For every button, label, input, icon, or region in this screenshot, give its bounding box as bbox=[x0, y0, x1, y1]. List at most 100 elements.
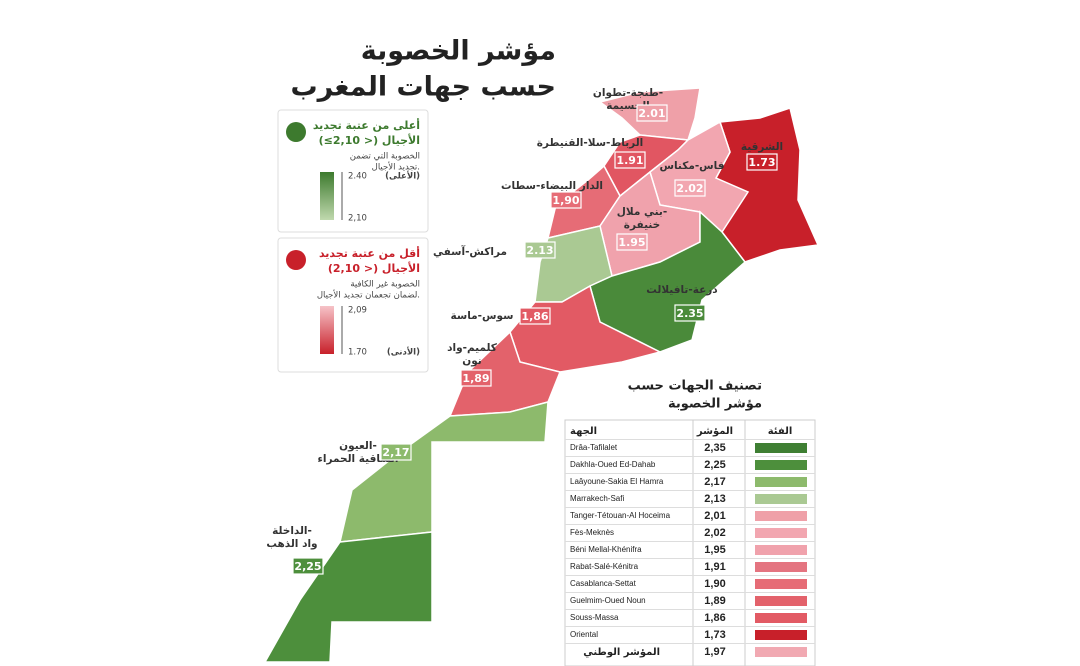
value-box bbox=[519, 307, 551, 325]
region-name: درعة-تافيلالت bbox=[646, 284, 718, 296]
value-box bbox=[524, 241, 556, 259]
row-region: Laâyoune-Sakia El Hamra bbox=[570, 477, 664, 486]
legend-extreme: (الأدنى) bbox=[387, 347, 420, 358]
row-swatch bbox=[755, 630, 807, 640]
legend-box bbox=[277, 109, 429, 233]
value-box bbox=[292, 557, 324, 575]
legend-icon bbox=[286, 122, 306, 142]
row-swatch bbox=[755, 511, 807, 521]
value-box bbox=[674, 304, 706, 322]
row-value: 2,35 bbox=[704, 442, 725, 454]
legend-title: الأجيال (< 2,10) bbox=[328, 261, 420, 275]
row-region: المؤشر الوطني bbox=[583, 647, 660, 658]
region-value: 1.91 bbox=[616, 154, 643, 167]
row-swatch bbox=[755, 562, 807, 572]
row-value: 2,01 bbox=[704, 510, 725, 522]
row-region: Tanger-Tétouan-Al Hoceima bbox=[570, 511, 671, 520]
row-value: 2,17 bbox=[704, 476, 725, 488]
row-swatch bbox=[755, 596, 807, 606]
region-shape bbox=[263, 531, 433, 663]
legend-title: أعلى من عتبة تجديد bbox=[313, 118, 420, 132]
row-value: 2,13 bbox=[704, 493, 725, 505]
legend-gradient bbox=[320, 172, 334, 220]
row-value: 1,89 bbox=[704, 595, 725, 607]
legend-note: الخصوبة التي تضمن bbox=[350, 152, 420, 162]
table-header: الفئة bbox=[768, 426, 793, 437]
row-region: Casablanca-Settat bbox=[570, 579, 637, 588]
legend-note: لضمان تجعمان تجديد الأجيال. bbox=[317, 290, 420, 301]
region-value: 2.01 bbox=[638, 107, 665, 120]
row-region: Souss-Massa bbox=[570, 613, 619, 622]
row-value: 2,25 bbox=[704, 459, 725, 471]
row-region: Dakhla-Oued Ed-Dahab bbox=[570, 460, 656, 469]
region-name: طنجة-تطوان- bbox=[593, 87, 663, 99]
legend-gradient bbox=[320, 306, 334, 354]
value-box bbox=[616, 233, 648, 251]
map-labels: طنجة-تطوان-الحسيمة2.01الشرقية1.73الرباط-… bbox=[266, 87, 783, 575]
row-region: Fès-Meknès bbox=[570, 528, 614, 537]
row-swatch bbox=[755, 613, 807, 623]
row-swatch bbox=[755, 647, 807, 657]
row-swatch bbox=[755, 579, 807, 589]
region-value: 2,25 bbox=[294, 560, 321, 573]
region-name: الدار البيضاء-سطات bbox=[501, 180, 603, 192]
table-title: مؤشر الخصوبة bbox=[668, 397, 762, 412]
row-region: Marrakech-Safi bbox=[570, 494, 624, 503]
row-swatch bbox=[755, 545, 807, 555]
table-header: المؤشر bbox=[696, 426, 733, 437]
row-swatch bbox=[755, 443, 807, 453]
table-header: الجهة bbox=[570, 426, 597, 437]
row-value: 1,91 bbox=[704, 561, 725, 573]
region-name: العيون- bbox=[339, 440, 377, 452]
row-swatch bbox=[755, 477, 807, 487]
legend-bottom: 1.70 bbox=[348, 348, 367, 358]
region-name: الشرقية bbox=[741, 141, 783, 153]
value-box bbox=[674, 179, 706, 197]
region-value: 2.35 bbox=[676, 307, 703, 320]
region-name: الرباط-سلا-القنيطرة bbox=[537, 137, 644, 149]
value-box bbox=[460, 369, 492, 387]
region-name: نون bbox=[462, 355, 482, 367]
value-box bbox=[380, 443, 412, 461]
value-box bbox=[614, 151, 646, 169]
row-region: Rabat-Salé-Kénitra bbox=[570, 562, 639, 571]
row-region: Oriental bbox=[570, 630, 598, 639]
legend-top: 2.40 bbox=[348, 172, 367, 182]
region-value: 2,17 bbox=[382, 446, 409, 459]
title-line: حسب جهات المغرب bbox=[290, 72, 556, 103]
row-swatch bbox=[755, 460, 807, 470]
ranking-table: تصنيف الجهات حسب مؤشر الخصوبة الجهة المؤشر ا… bbox=[564, 379, 816, 666]
region-name: بني ملال- bbox=[617, 206, 667, 218]
region-value: 1,86 bbox=[521, 310, 548, 323]
region-name: الداخلة- bbox=[272, 525, 312, 537]
legend-bottom: 2,10 bbox=[348, 214, 367, 224]
row-value: 1,97 bbox=[704, 646, 725, 658]
region-value: 1,89 bbox=[462, 372, 489, 385]
row-value: 1,95 bbox=[704, 544, 725, 556]
value-box bbox=[550, 191, 582, 209]
header: مؤشر الخصوبة حسب جهات المغرب bbox=[290, 36, 556, 103]
legend-extreme: (الأعلى) bbox=[385, 171, 420, 182]
table-title: تصنيف الجهات حسب bbox=[628, 379, 762, 394]
row-swatch bbox=[755, 528, 807, 538]
row-region: Drâa-Tafilalet bbox=[570, 443, 618, 452]
row-region: Guelmim-Oued Noun bbox=[570, 596, 646, 605]
region-name: فاس-مكناس bbox=[660, 160, 725, 172]
row-region: Béni Mellal-Khénifra bbox=[570, 545, 642, 554]
legend-note: تجديد الأجيال. bbox=[372, 162, 420, 173]
region-value: 2.02 bbox=[676, 182, 703, 195]
region-name: واد الذهب bbox=[266, 538, 317, 550]
region-value: 1,90 bbox=[552, 194, 579, 207]
legend-box bbox=[277, 237, 429, 373]
region-value: 1.73 bbox=[748, 156, 775, 169]
region-name: خنيفرة bbox=[624, 219, 660, 231]
row-value: 2,02 bbox=[704, 527, 725, 539]
legend-note: الخصوبة غير الكافية bbox=[350, 280, 420, 290]
region-name: مراكش-آسفي bbox=[433, 245, 507, 258]
row-value: 1,73 bbox=[704, 629, 725, 641]
row-value: 1,90 bbox=[704, 578, 725, 590]
legend-top: 2,09 bbox=[348, 306, 367, 316]
region-name: سوس-ماسة bbox=[451, 310, 514, 322]
